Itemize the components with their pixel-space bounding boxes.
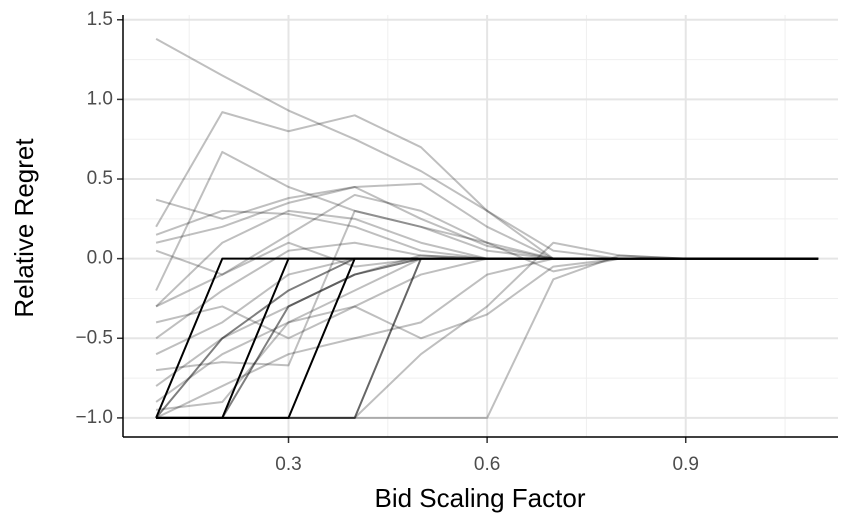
x-axis-title: Bid Scaling Factor <box>375 483 586 513</box>
y-tick-label: 0.5 <box>87 168 113 189</box>
y-tick-label: 1.5 <box>87 9 113 30</box>
y-tick-label: 1.0 <box>87 88 113 109</box>
x-tick-label: 0.3 <box>275 454 301 475</box>
y-tick-label: −1.0 <box>75 407 113 428</box>
y-tick-label: 0.0 <box>87 248 113 269</box>
x-tick-label: 0.6 <box>474 454 500 475</box>
y-axis-title: Relative Regret <box>9 138 39 318</box>
series-line <box>156 257 819 419</box>
y-tick-label: −0.5 <box>75 327 113 348</box>
x-tick-label: 0.9 <box>673 454 699 475</box>
